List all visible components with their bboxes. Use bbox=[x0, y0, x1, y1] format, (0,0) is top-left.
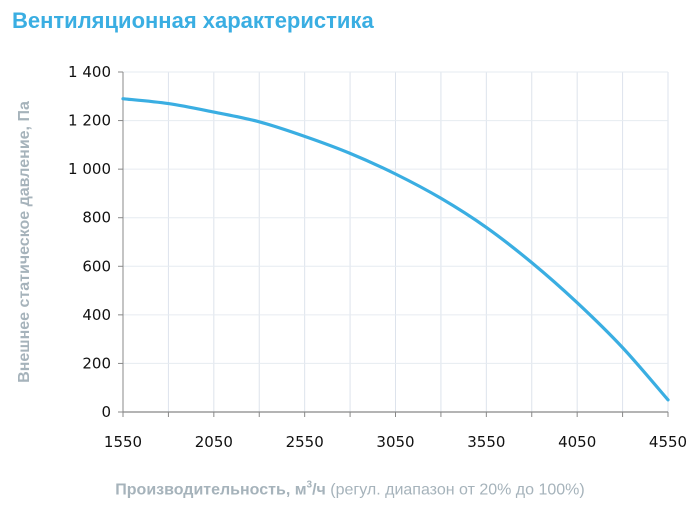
series-line bbox=[121, 97, 670, 402]
x-tick-label: 4550 bbox=[649, 433, 687, 451]
x-tick-label: 4050 bbox=[558, 433, 596, 451]
y-tick-label: 1 000 bbox=[68, 160, 111, 178]
y-tick-label: 1 400 bbox=[68, 63, 111, 81]
axes bbox=[118, 71, 669, 417]
y-tick-label: 0 bbox=[101, 403, 111, 421]
x-tick-label: 3050 bbox=[376, 433, 414, 451]
grid bbox=[123, 71, 669, 412]
x-axis-label-sup: 3 bbox=[306, 480, 313, 491]
x-tick-label: 1550 bbox=[104, 433, 142, 451]
x-axis-label-unit: /ч bbox=[312, 481, 326, 499]
y-tick-label: 600 bbox=[82, 257, 111, 275]
y-axis-label: Внешнее статическое давление, Па bbox=[16, 101, 33, 383]
y-tick-label: 800 bbox=[82, 209, 111, 227]
x-axis-label-main: Производительность, м bbox=[115, 481, 307, 499]
x-axis-label-note: (регул. диапазон от 20% до 100%) bbox=[325, 481, 585, 499]
y-tick-label: 200 bbox=[82, 354, 111, 372]
chart-title: Вентиляционная характеристика bbox=[12, 8, 374, 33]
x-axis-label: Производительность, м3/ч (регул. диапазо… bbox=[0, 480, 700, 499]
y-tick-label: 1 200 bbox=[68, 112, 111, 130]
x-tick-labels: 1550 2050 2550 3050 3550 4050 4550 bbox=[104, 433, 687, 451]
x-tick-label: 3550 bbox=[467, 433, 505, 451]
y-tick-labels: 0 200 400 600 800 1 000 1 200 1 400 bbox=[68, 63, 111, 421]
x-tick-label: 2050 bbox=[195, 433, 233, 451]
series-group bbox=[121, 97, 670, 402]
y-tick-label: 400 bbox=[82, 306, 111, 324]
x-tick-label: 2550 bbox=[286, 433, 324, 451]
